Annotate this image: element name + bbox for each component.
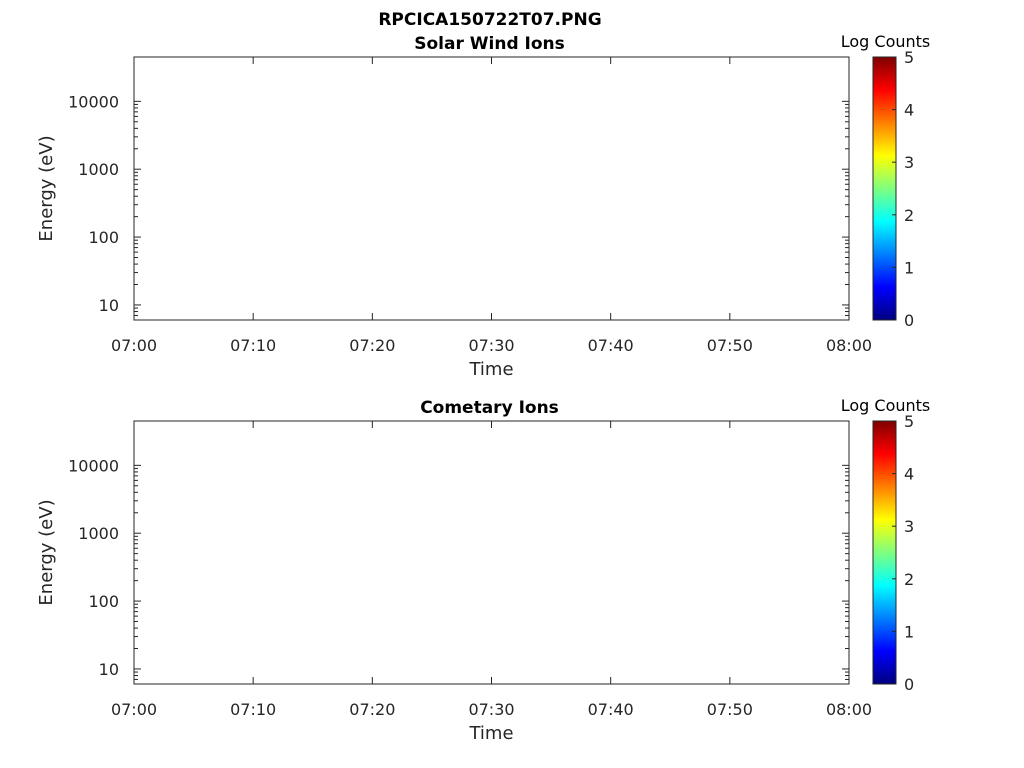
- colorbar-tick-label: 3: [904, 517, 914, 536]
- colorbar-tick-label: 0: [904, 675, 914, 694]
- colorbar-tick-label: 2: [904, 570, 914, 589]
- y-tick-label: 10: [99, 660, 119, 679]
- x-tick-label: 07:00: [111, 336, 157, 355]
- colorbar-label: Log Counts: [841, 396, 931, 415]
- panel-solar-wind-ions: 07:00 07:10 07:20 07:30 07:40 07:50 08:0010100…: [36, 32, 931, 380]
- x-tick-label: 07:20: [349, 336, 395, 355]
- y-tick-label: 10000: [68, 456, 119, 475]
- colorbar-label: Log Counts: [841, 32, 931, 51]
- x-tick-label: 08:00: [826, 336, 872, 355]
- y-tick-label: 10000: [68, 92, 119, 111]
- x-tick-label: 07:30: [468, 336, 514, 355]
- figure-title: RPCICA150722T07.PNG: [378, 10, 601, 30]
- colorbar-tick-label: 3: [904, 153, 914, 172]
- x-axis-label: Time: [468, 723, 513, 744]
- x-tick-label: 07:00: [111, 700, 157, 719]
- y-tick-label: 100: [88, 592, 119, 611]
- y-axis-label: Energy (eV): [36, 499, 57, 605]
- panel-title: Solar Wind Ions: [414, 34, 565, 54]
- colorbar-tick-label: 5: [904, 412, 914, 431]
- y-tick-label: 10: [99, 296, 119, 315]
- plot-frame: [133, 420, 850, 685]
- x-tick-label: 07:50: [707, 700, 753, 719]
- x-axis-label: Time: [468, 359, 513, 380]
- colorbar-tick-label: 1: [904, 258, 914, 277]
- colorbar-tick-label: 1: [904, 622, 914, 641]
- x-tick-label: 07:10: [230, 700, 276, 719]
- x-tick-label: 07:30: [468, 700, 514, 719]
- colorbar-tick-label: 2: [904, 206, 914, 225]
- plot-frame: [133, 56, 850, 321]
- panel-cometary-ions: 07:00 07:10 07:20 07:30 07:40 07:50 08:0010100…: [36, 396, 931, 744]
- y-tick-label: 1000: [78, 524, 119, 543]
- y-tick-label: 1000: [78, 160, 119, 179]
- colorbar: [872, 420, 897, 685]
- x-tick-label: 07:10: [230, 336, 276, 355]
- x-tick-label: 08:00: [826, 700, 872, 719]
- y-tick-label: 100: [88, 228, 119, 247]
- x-tick-label: 07:20: [349, 700, 395, 719]
- colorbar: [872, 56, 897, 321]
- x-tick-label: 07:40: [588, 336, 634, 355]
- y-axis-label: Energy (eV): [36, 135, 57, 241]
- x-tick-label: 07:50: [707, 336, 753, 355]
- x-tick-label: 07:40: [588, 700, 634, 719]
- colorbar-tick-label: 0: [904, 311, 914, 330]
- panel-title: Cometary Ions: [420, 398, 559, 418]
- colorbar-tick-label: 4: [904, 101, 914, 120]
- colorbar-tick-label: 5: [904, 48, 914, 67]
- colorbar-tick-label: 4: [904, 465, 914, 484]
